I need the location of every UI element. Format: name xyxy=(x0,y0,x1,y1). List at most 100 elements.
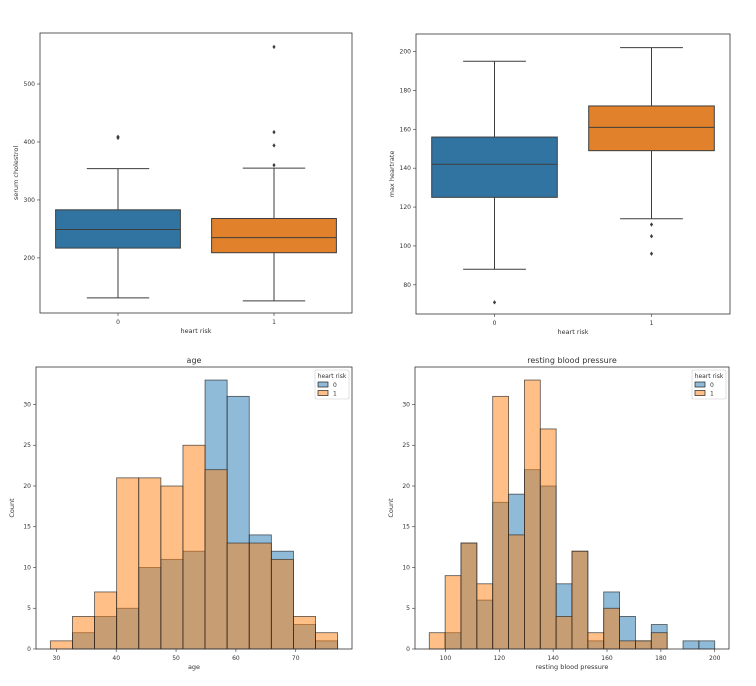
histogram-bar-1 xyxy=(116,477,140,650)
y-tick-label: 200 xyxy=(400,49,412,56)
histogram-bar-1 xyxy=(49,640,73,650)
legend-swatch-0 xyxy=(317,381,329,388)
legend-swatch-1 xyxy=(317,390,329,396)
y-tick-label: 10 xyxy=(402,564,410,571)
legend-label-1: 1 xyxy=(710,391,714,398)
histogram-bar-1 xyxy=(444,575,462,650)
histogram-bar-1 xyxy=(315,632,339,650)
x-axis-label: heart risk xyxy=(557,328,588,336)
y-tick-label: 500 xyxy=(24,81,36,88)
histogram-bar-1 xyxy=(204,469,228,650)
histogram-bar-1 xyxy=(650,632,668,650)
y-tick-label: 180 xyxy=(400,87,412,94)
histogram-bar-1 xyxy=(160,485,184,650)
y-tick-label: 0 xyxy=(27,646,31,653)
y-tick-label: 15 xyxy=(23,524,31,531)
box-1 xyxy=(588,105,715,152)
histogram-bar-1 xyxy=(571,550,589,650)
legend-swatch-1 xyxy=(694,390,706,396)
y-tick-label: 80 xyxy=(403,282,411,289)
subplot-1: 200 300 400 500 0 1 heart risk serum cholestrol xyxy=(12,32,353,335)
axes-frame xyxy=(39,32,353,314)
chart-title: resting blood pressure xyxy=(527,356,617,365)
outlier-point xyxy=(492,300,497,305)
x-tick-label: 200 xyxy=(709,655,721,662)
chart-title: age xyxy=(187,356,202,365)
outlier-point xyxy=(116,134,120,139)
legend-title: heart risk xyxy=(318,373,347,380)
y-axis-label: serum cholestrol xyxy=(12,146,20,200)
histogram-bar-0 xyxy=(682,640,700,650)
histogram-bar-1 xyxy=(555,615,573,650)
legend-label-1: 1 xyxy=(333,391,337,398)
histogram-bar-1 xyxy=(270,558,294,650)
histogram-bar-1 xyxy=(226,542,250,650)
outlier-point xyxy=(272,129,276,135)
legend-swatch-0 xyxy=(694,381,706,388)
y-axis-label: max heartrate xyxy=(388,151,396,198)
y-tick-label: 20 xyxy=(402,483,410,490)
box-0 xyxy=(55,209,181,249)
histogram-bar-1 xyxy=(182,444,206,650)
histogram-bar-1 xyxy=(293,615,316,650)
outlier-point xyxy=(272,44,276,50)
y-tick-label: 120 xyxy=(400,204,412,211)
y-tick-label: 140 xyxy=(400,165,412,172)
x-tick-label: 40 xyxy=(112,655,120,662)
histogram-bar-1 xyxy=(428,632,446,650)
x-tick-label: 60 xyxy=(232,655,240,662)
outlier-point xyxy=(272,143,276,148)
x-tick-label: 0 xyxy=(493,320,497,327)
axes-frame xyxy=(415,33,731,315)
x-tick-label: 100 xyxy=(440,655,452,662)
subplot-3: 0 5 10 15 20 25 30 30 40 50 60 70 age heart risk 0 1 age… xyxy=(8,356,353,671)
outlier-point xyxy=(649,251,654,256)
histogram-bar-1 xyxy=(587,632,605,650)
y-tick-label: 20 xyxy=(23,483,31,490)
legend-label-0: 0 xyxy=(710,382,714,389)
y-tick-label: 0 xyxy=(406,646,410,653)
histogram-bar-1 xyxy=(138,477,162,650)
x-tick-label: 160 xyxy=(601,655,613,662)
y-tick-label: 5 xyxy=(406,605,410,612)
box-0 xyxy=(431,136,558,198)
box-1 xyxy=(211,218,337,254)
x-tick-label: 1 xyxy=(272,319,276,326)
histogram-bar-1 xyxy=(508,534,525,650)
x-tick-label: 30 xyxy=(53,655,61,662)
y-tick-label: 10 xyxy=(23,564,31,571)
histogram-bar-1 xyxy=(72,615,95,650)
y-tick-label: 30 xyxy=(402,401,410,408)
y-tick-label: 400 xyxy=(24,139,36,146)
histogram-bar-1 xyxy=(492,395,509,650)
x-axis-label: age xyxy=(188,663,200,671)
x-axis-label: resting blood pressure xyxy=(536,663,609,671)
histogram-bar-1 xyxy=(603,607,620,650)
x-tick-label: 50 xyxy=(172,655,180,662)
x-tick-label: 120 xyxy=(494,655,506,662)
histogram-bar-1 xyxy=(635,640,652,650)
y-tick-label: 200 xyxy=(24,255,36,262)
x-tick-label: 180 xyxy=(655,655,667,662)
legend-title: heart risk xyxy=(695,373,724,380)
axes-frame xyxy=(414,366,730,650)
histogram-bar-0 xyxy=(698,640,716,650)
x-tick-label: 140 xyxy=(547,655,559,662)
y-tick-label: 15 xyxy=(402,524,410,531)
x-tick-label: 0 xyxy=(116,319,120,326)
y-tick-label: 25 xyxy=(402,442,410,449)
x-axis-label: heart risk xyxy=(180,327,211,335)
histogram-bar-1 xyxy=(248,542,272,650)
histogram-bar-1 xyxy=(619,640,636,650)
outlier-point xyxy=(649,234,654,239)
x-tick-label: 1 xyxy=(650,320,654,327)
axes-frame xyxy=(35,366,353,650)
legend: heart risk 0 1 xyxy=(314,369,350,400)
y-tick-label: 30 xyxy=(23,401,31,408)
y-tick-label: 5 xyxy=(27,605,31,612)
outlier-point xyxy=(649,222,654,227)
y-tick-label: 160 xyxy=(400,126,412,133)
y-axis-label: Count xyxy=(8,498,16,518)
